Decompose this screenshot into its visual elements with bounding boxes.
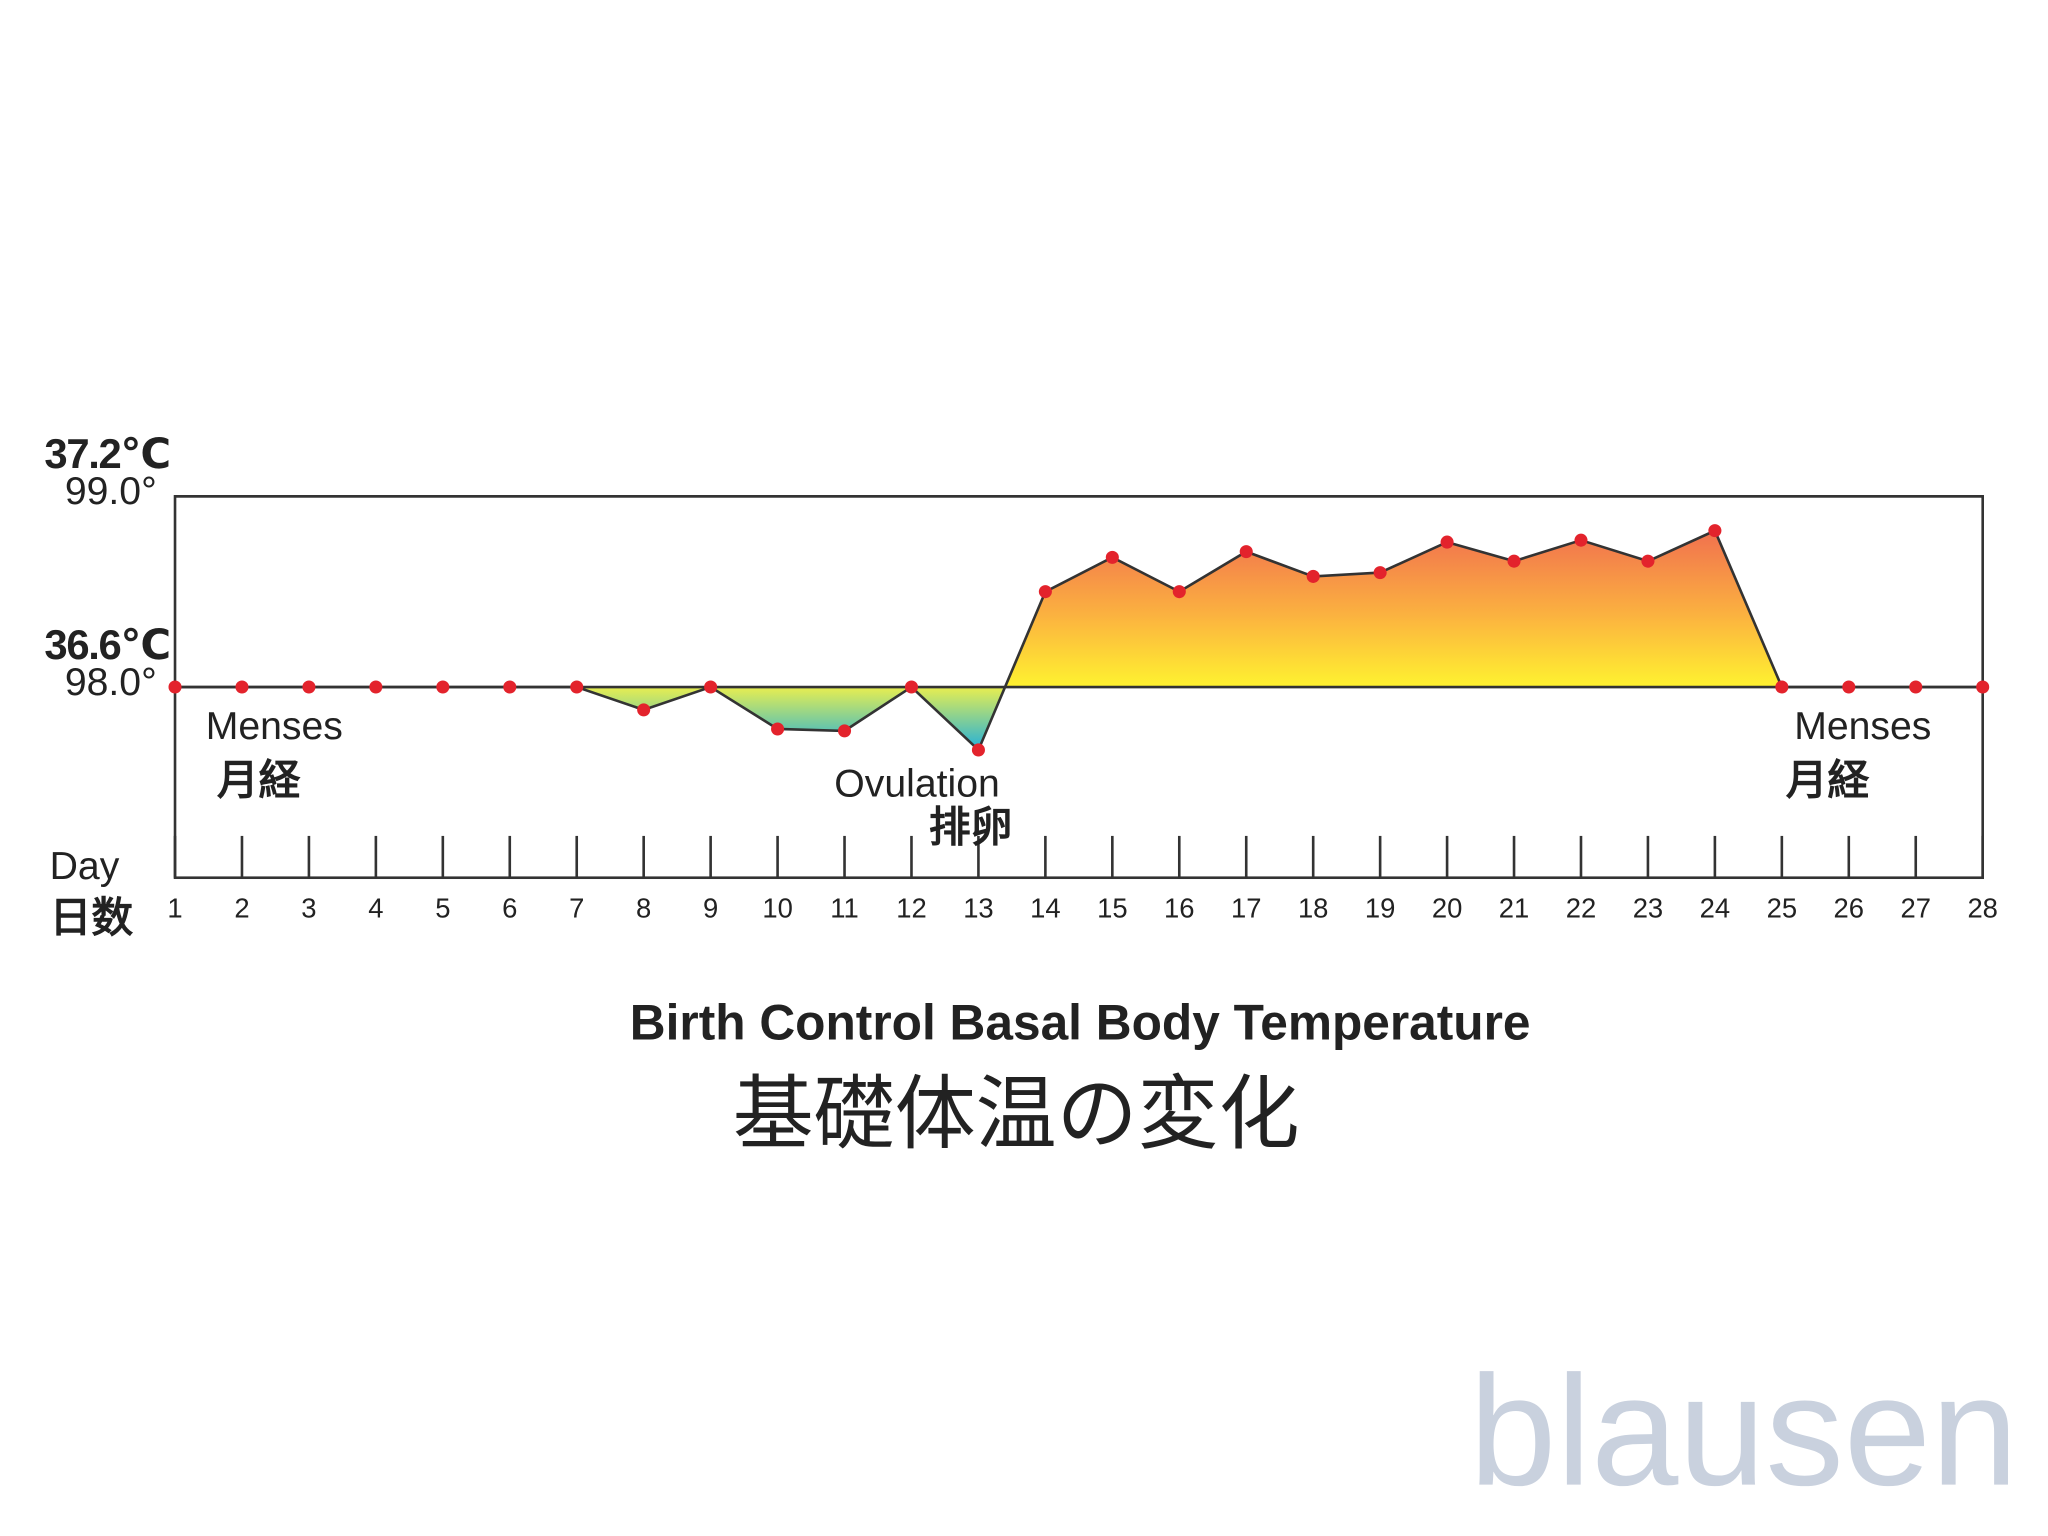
x-tick-label: 2 [234, 893, 249, 924]
data-point [369, 680, 383, 694]
x-tick-label: 18 [1298, 893, 1328, 924]
data-point [1306, 569, 1320, 583]
x-tick-label: 13 [963, 893, 993, 924]
annotation-ja: 月経 [217, 757, 301, 804]
x-tick-label: 12 [896, 893, 926, 924]
area-above [175, 530, 1983, 688]
x-tick-label: 6 [502, 893, 517, 924]
data-point [1507, 554, 1521, 568]
data-point [771, 722, 785, 736]
data-point [1373, 566, 1387, 580]
annotation: Menses [206, 705, 343, 748]
data-point [1775, 680, 1789, 694]
data-point [235, 680, 249, 694]
data-point [704, 680, 718, 694]
x-tick-label: 7 [569, 893, 584, 924]
data-point [1038, 585, 1052, 599]
x-tick-label: 9 [703, 893, 718, 924]
data-point [1105, 550, 1119, 564]
x-tick-label: 11 [830, 893, 858, 924]
data-point [971, 743, 985, 757]
x-tick-label: 1 [167, 893, 182, 924]
x-tick-label: 19 [1365, 893, 1395, 924]
x-axis-label: Day [50, 845, 120, 888]
x-tick-label: 26 [1834, 893, 1864, 924]
x-tick-label: 25 [1767, 893, 1797, 924]
watermark: blausen [1469, 1344, 2018, 1519]
data-point [637, 703, 651, 717]
x-tick-label: 21 [1499, 893, 1529, 924]
x-tick-label: 15 [1097, 893, 1127, 924]
data-point [837, 724, 852, 738]
chart-title: Birth Control Basal Body Temperature [630, 995, 1531, 1051]
x-tick-label: 23 [1633, 893, 1663, 924]
x-tick-label: 22 [1566, 893, 1596, 924]
x-tick-label: 5 [435, 893, 450, 924]
x-axis-label-ja: 日数 [50, 894, 134, 941]
x-tick-label: 14 [1030, 893, 1060, 924]
line [175, 528, 1983, 753]
x-tick-label: 20 [1432, 893, 1462, 924]
annotation: Menses [1794, 705, 1931, 748]
data-point [436, 680, 450, 694]
x-tick-label: 17 [1231, 893, 1261, 924]
y-tick-label-celsius: 37.2℃ [44, 430, 169, 477]
annotation-ja: 排卵 [929, 804, 1013, 851]
y-tick-label: 98.0° [65, 661, 157, 704]
annotation-ja: 月経 [1786, 757, 1870, 804]
x-tick-label: 27 [1901, 893, 1931, 924]
x-tick-label: 4 [368, 893, 383, 924]
data-point [570, 680, 584, 694]
x-tick-label: 10 [762, 893, 792, 924]
chart-subtitle: 基礎体温の変化 [733, 1070, 1300, 1160]
data-point [1641, 554, 1655, 568]
x-tick-label: 8 [636, 893, 651, 924]
data-point [1440, 535, 1454, 549]
x-tick-label: 16 [1164, 893, 1194, 924]
data-point [302, 680, 316, 694]
data-point [503, 680, 517, 694]
x-tick-label: 3 [301, 893, 316, 924]
area-below [175, 687, 1983, 750]
data-point [1976, 680, 1990, 694]
data-point [1909, 680, 1923, 694]
data-point [1842, 680, 1856, 694]
y-tick-label-celsius: 36.6℃ [44, 621, 169, 668]
x-tick-label: 24 [1700, 893, 1730, 924]
data-point [1172, 585, 1186, 599]
data-point [904, 680, 919, 694]
y-tick-label: 99.0° [65, 470, 157, 513]
annotation: Ovulation [834, 763, 1000, 806]
x-tick-label: 28 [1967, 893, 1997, 924]
data-point [1708, 524, 1722, 538]
data-point [1239, 545, 1253, 559]
data-point [168, 680, 182, 694]
data-point [1574, 533, 1588, 547]
